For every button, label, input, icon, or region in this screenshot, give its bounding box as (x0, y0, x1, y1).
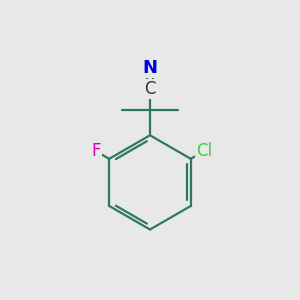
Text: F: F (91, 142, 101, 160)
Text: C: C (144, 80, 156, 98)
Text: Cl: Cl (196, 142, 212, 160)
Text: N: N (142, 59, 158, 77)
